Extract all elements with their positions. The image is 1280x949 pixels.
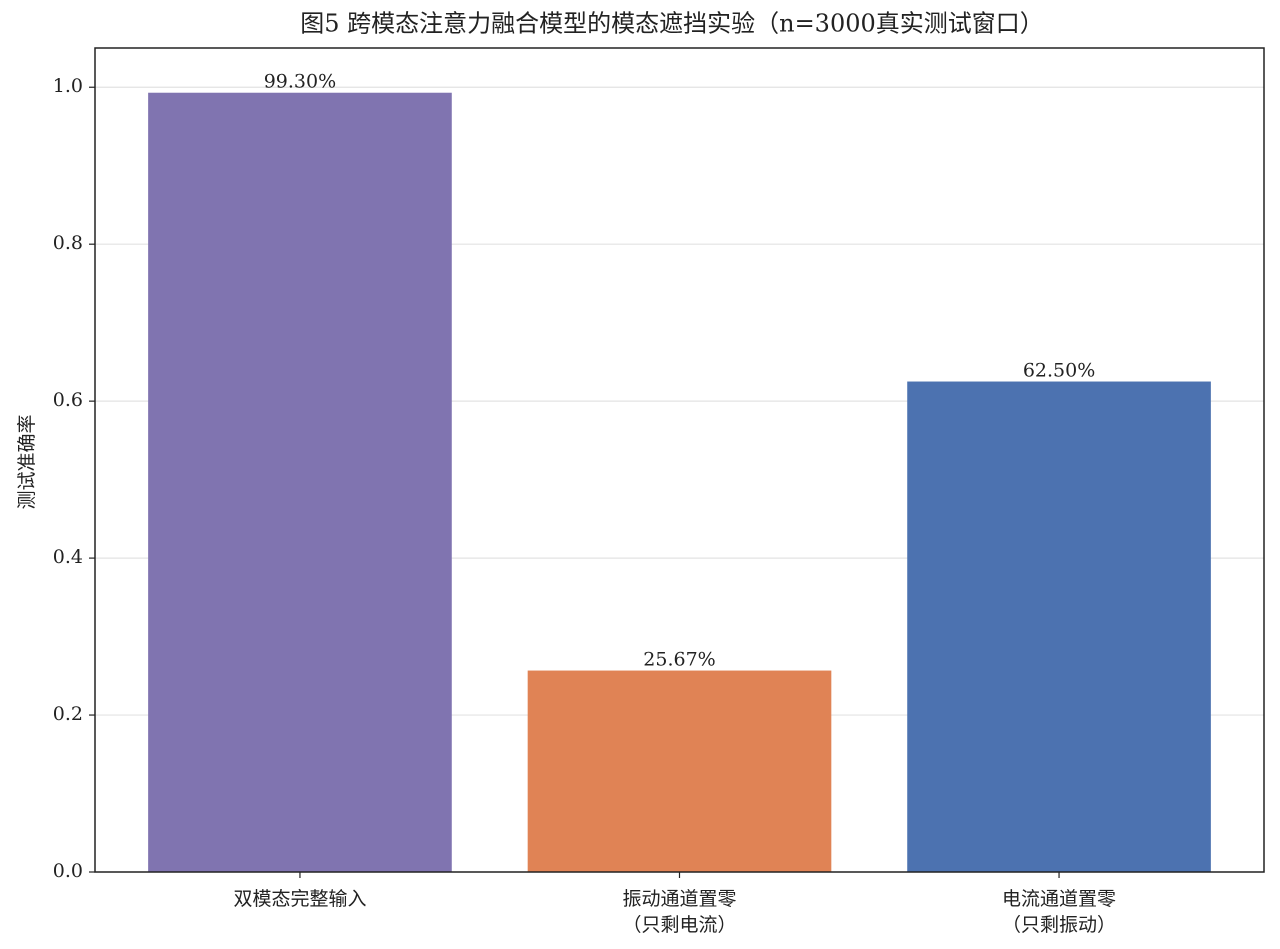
bar bbox=[148, 92, 452, 872]
x-tick-label: 双模态完整输入 bbox=[233, 888, 367, 910]
plot-frame bbox=[94, 47, 1265, 873]
x-tick-label: 振动通道置零 （只剩电流） bbox=[622, 888, 737, 936]
bar bbox=[527, 670, 832, 872]
y-tick-label: 0.2 bbox=[53, 703, 83, 725]
y-axis-label: 测试准确率 bbox=[16, 414, 38, 509]
y-tick-label: 0.6 bbox=[53, 389, 83, 411]
y-tick-label: 0.8 bbox=[53, 232, 83, 254]
value-label: 62.50% bbox=[1023, 360, 1095, 382]
x-tick-label: 电流通道置零 （只剩振动） bbox=[1002, 888, 1117, 936]
value-label: 99.30% bbox=[264, 71, 336, 93]
value-label: 25.67% bbox=[643, 649, 715, 671]
y-tick-label: 0.0 bbox=[53, 860, 83, 882]
chart-title: 图5 跨模态注意力融合模型的模态遮挡实验（n=3000真实测试窗口） bbox=[300, 10, 1044, 38]
y-tick-label: 1.0 bbox=[53, 75, 83, 97]
bar bbox=[907, 381, 1211, 872]
y-tick-label: 0.4 bbox=[53, 546, 83, 568]
